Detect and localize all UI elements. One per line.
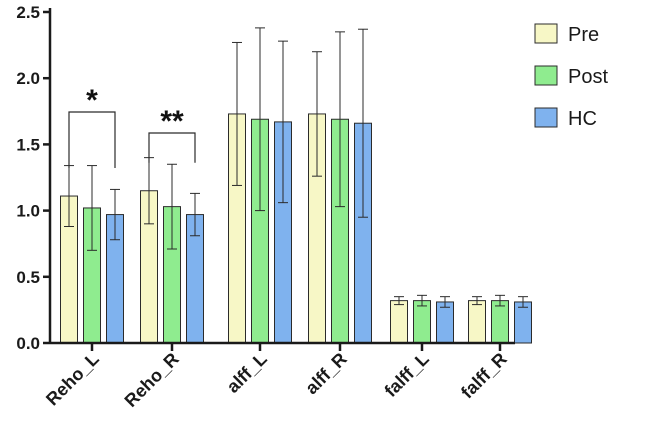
y-tick-label: 0.0 [16, 334, 40, 353]
bar-pre-falff-r [468, 300, 486, 344]
x-tick-label: Reho_R [121, 349, 183, 411]
legend-swatch-hc [534, 107, 558, 128]
y-tick-label: 2.5 [16, 3, 40, 22]
x-tick-label: Reho_L [42, 349, 103, 410]
bar-pre-falff-l [390, 300, 408, 344]
significance-marker: * [86, 84, 98, 117]
legend-label-hc: HC [568, 108, 597, 130]
x-tick-label: falff_L [381, 349, 433, 401]
x-tick-label: alff_R [301, 349, 351, 399]
bar-hc-falff-r [514, 301, 532, 344]
bar-post-falff-l [413, 300, 431, 344]
x-tick-label: alff_L [223, 349, 271, 397]
significance-marker: ** [160, 105, 184, 138]
bar-hc-falff-l [436, 301, 454, 344]
x-tick-label: falff_R [457, 349, 511, 403]
significance-bracket [68, 111, 116, 169]
legend-swatch-pre [534, 23, 558, 44]
legend-label-pre: Pre [568, 24, 599, 46]
y-tick-label: 0.5 [16, 268, 40, 287]
bar-post-falff-r [491, 300, 509, 344]
y-tick-label: 1.0 [16, 202, 40, 221]
legend-swatch-post [534, 65, 558, 86]
legend-label-post: Post [568, 66, 608, 88]
y-tick-label: 1.5 [16, 135, 40, 154]
significance-bracket [148, 132, 196, 163]
y-tick-label: 2.0 [16, 69, 40, 88]
